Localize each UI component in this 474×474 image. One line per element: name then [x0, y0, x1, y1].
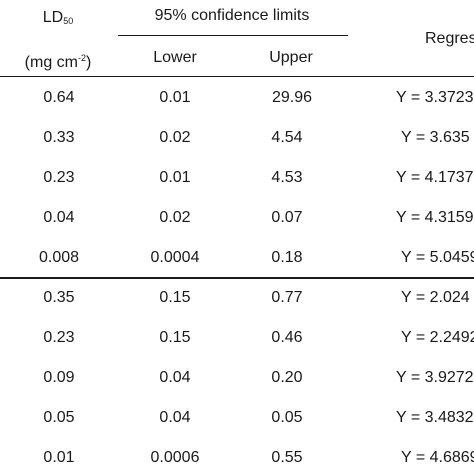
regression-equation: Y = 3.4832	[396, 409, 474, 426]
regression-equation: Y = 4.3159	[396, 209, 474, 226]
upper-limit-value: 0.20	[271, 369, 303, 386]
lower-limit-value: 0.15	[159, 329, 191, 346]
ld50-value: 0.23	[43, 169, 75, 186]
lower-limit-value: 0.04	[159, 409, 191, 426]
units-header: (mg cm-2)	[25, 48, 92, 73]
upper-limit-value: 4.54	[271, 129, 303, 146]
header-bottom-rule	[0, 76, 474, 77]
regression-equation: Y = 4.6869	[401, 449, 474, 466]
ld50-value: 0.23	[43, 329, 75, 346]
ld50-header-main: LD	[42, 9, 64, 26]
units-header-pre: (mg cm	[24, 54, 78, 71]
confidence-limits-header: 95% confidence limits	[154, 7, 310, 24]
regression-equation: Y = 3.3723	[396, 89, 474, 106]
ld50-header-subscript: 50	[63, 16, 74, 26]
lower-limit-value: 0.15	[159, 289, 191, 306]
lower-limit-value: 0.04	[159, 369, 191, 386]
upper-limit-value: 4.53	[271, 169, 303, 186]
regression-equation: Y = 3.9272	[396, 369, 474, 386]
ld50-value: 0.33	[43, 129, 75, 146]
ld50-header: LD50	[43, 8, 73, 31]
upper-limit-value: 0.55	[271, 449, 303, 466]
lower-limit-value: 0.01	[159, 89, 191, 106]
upper-limit-value: 0.46	[271, 329, 303, 346]
upper-limit-value: 0.05	[271, 409, 303, 426]
upper-limit-value: 29.96	[271, 89, 313, 106]
ld50-value: 0.35	[43, 289, 75, 306]
upper-limit-value: 0.07	[271, 209, 303, 226]
upper-limit-header: Upper	[269, 49, 313, 66]
ld50-value: 0.008	[38, 249, 80, 266]
ld50-value: 0.05	[43, 409, 75, 426]
confidence-limits-rule	[118, 35, 348, 36]
lower-limit-value: 0.0006	[150, 449, 200, 466]
upper-limit-value: 0.77	[271, 289, 303, 306]
ld50-value: 0.04	[43, 209, 75, 226]
lower-limit-header: Lower	[153, 49, 197, 66]
lower-limit-value: 0.02	[159, 209, 191, 226]
lower-limit-value: 0.01	[159, 169, 191, 186]
regression-equation: Y = 2.2492	[401, 329, 474, 346]
units-header-superscript: -2	[77, 53, 87, 63]
upper-limit-value: 0.18	[271, 249, 303, 266]
regression-equation: Y = 2.024	[401, 289, 470, 306]
regression-equation: Y = 3.635	[401, 129, 470, 146]
group-separator-rule	[0, 277, 474, 279]
ld50-value: 0.64	[43, 89, 75, 106]
lower-limit-value: 0.02	[159, 129, 191, 146]
regression-header: Regres	[425, 30, 474, 47]
ld50-value: 0.09	[43, 369, 75, 386]
lower-limit-value: 0.0004	[150, 249, 200, 266]
ld50-value: 0.01	[43, 449, 75, 466]
units-header-post: )	[86, 54, 92, 71]
regression-equation: Y = 4.1737	[396, 169, 474, 186]
regression-equation: Y = 5.0459	[401, 249, 474, 266]
